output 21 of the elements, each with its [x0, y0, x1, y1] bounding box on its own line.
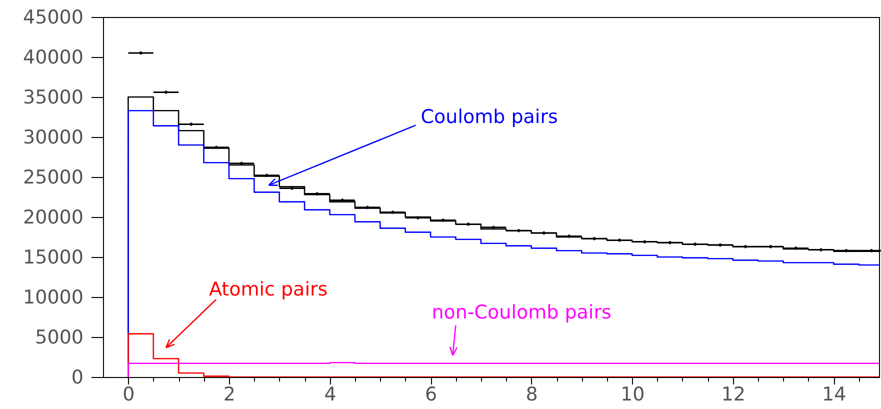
y-tick-label: 35000: [23, 86, 84, 108]
x-tick-label: 4: [324, 384, 336, 406]
x-tick-label: 6: [424, 384, 438, 406]
y-tick-label: 0: [71, 366, 84, 388]
y-tick-label: 45000: [23, 6, 84, 28]
text: non-Coulomb pairs: [432, 301, 612, 324]
y-tick-label: 30000: [23, 126, 84, 148]
x-tick-label: 2: [223, 384, 236, 406]
y-tick-label: 15000: [23, 246, 84, 268]
x-tick-label: 12: [721, 384, 746, 406]
y-tick-label: 20000: [23, 206, 84, 228]
text: Coulomb pairs: [420, 106, 558, 128]
x-tick-label: 0: [122, 384, 135, 406]
y-tick-label: 40000: [23, 46, 84, 68]
y-tick-label: 10000: [23, 286, 84, 308]
x-tick-label: 14: [822, 384, 846, 406]
x-tick-label: 8: [526, 384, 538, 406]
x-tick-label: 10: [620, 384, 645, 406]
y-tick-label: 5000: [35, 326, 84, 348]
y-tick-label: 25000: [23, 166, 84, 188]
text: Atomic pairs: [208, 278, 328, 301]
